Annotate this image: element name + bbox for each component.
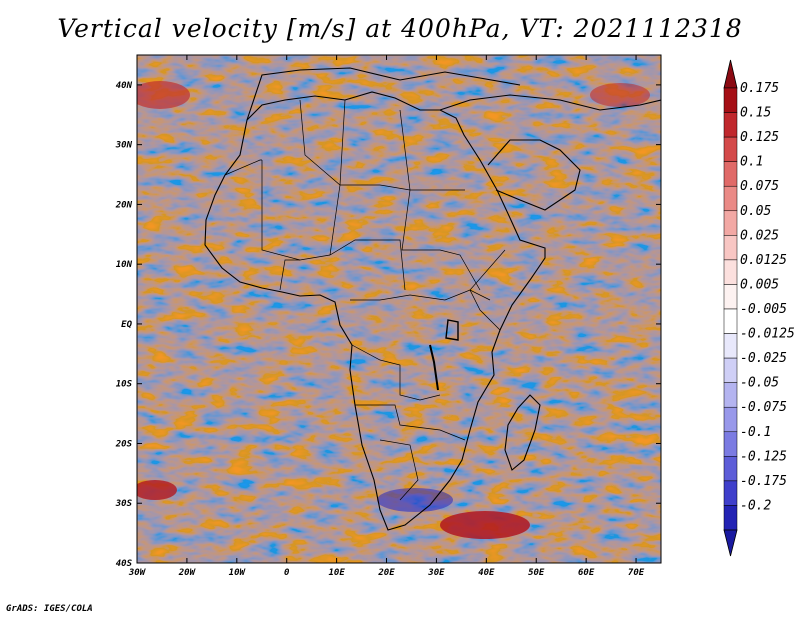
colorbar-swatch <box>723 185 738 212</box>
colorbar-label: 0.0125 <box>740 253 787 268</box>
colorbar-label: -0.025 <box>740 351 787 366</box>
colorbar-label: 0.15 <box>740 106 771 121</box>
colorbar-label: -0.2 <box>740 498 771 513</box>
y-tick-label: 10S <box>116 380 133 390</box>
y-tick-label: 30S <box>115 499 133 509</box>
x-tick-label: 0 <box>284 568 290 578</box>
colorbar-swatch <box>723 210 738 236</box>
colorbar-swatch <box>723 235 738 261</box>
x-tick-label: 40E <box>478 568 495 578</box>
colorbar-label: 0.05 <box>740 204 771 219</box>
x-tick-label: 20W <box>178 568 197 578</box>
x-tick-label: 10W <box>229 568 247 578</box>
y-tick-label: 20S <box>115 439 133 449</box>
y-tick-label: 10N <box>116 260 133 270</box>
y-axis: 40N 30N 20N 10N EQ 10S 20S 30S 40S <box>115 81 661 569</box>
colorbar-label: -0.05 <box>740 376 779 391</box>
colorbar-swatch <box>723 480 738 506</box>
colorbar-swatch <box>723 357 738 383</box>
y-tick-label: 40S <box>116 559 133 569</box>
colorbar-swatch <box>723 382 738 408</box>
velocity-field <box>137 55 661 563</box>
colorbar-swatch <box>723 406 738 433</box>
colorbar-swatch <box>723 431 738 457</box>
colorbar-label: -0.125 <box>740 449 787 464</box>
country-borders <box>224 99 506 501</box>
x-tick-label: 70E <box>628 568 645 578</box>
colorbar-swatch <box>723 112 738 138</box>
colorbar-swatch <box>723 456 738 482</box>
chart-title: Vertical velocity [m/s] at 400hPa, VT: 2… <box>57 14 743 43</box>
credit-label: GrADS: IGES/COLA <box>6 604 93 614</box>
y-tick-label: 40N <box>116 81 133 91</box>
colorbar-label: -0.1 <box>740 425 771 440</box>
colorbar-label: 0.175 <box>740 81 779 96</box>
colorbar-swatch <box>723 87 738 113</box>
x-tick-label: 30W <box>128 568 147 578</box>
x-tick-label: 20E <box>377 568 395 578</box>
y-tick-label: 30N <box>115 141 133 151</box>
x-tick-label: 10E <box>328 568 345 578</box>
colorbar-swatch <box>723 259 738 285</box>
map-frame <box>136 54 662 564</box>
coastlines <box>204 67 661 531</box>
colorbar-label: -0.175 <box>740 474 787 489</box>
y-tick-label: 20N <box>115 200 133 210</box>
colorbar-label: 0.025 <box>740 228 779 243</box>
colorbar-label: -0.0125 <box>740 327 795 342</box>
colorbar-label: 0.125 <box>740 130 779 145</box>
colorbar-swatch <box>723 333 738 359</box>
x-tick-label: 50E <box>528 568 545 578</box>
x-tick-label: 30E <box>427 568 445 578</box>
colorbar-label: -0.005 <box>740 302 787 317</box>
colorbar-swatch <box>723 161 738 187</box>
colorbar-label: 0.005 <box>740 277 779 292</box>
colorbar-label: 0.075 <box>740 179 779 194</box>
y-tick-label: EQ <box>121 320 132 330</box>
x-tick-label: 60E <box>578 568 595 578</box>
colorbar-swatch <box>723 505 738 531</box>
x-axis: 30W 20W 10W 0 10E 20E 30E 40E 50E 60E 70E <box>128 55 645 578</box>
colorbar: 0.175 0.15 0.125 0.1 0.075 0.05 0.025 0.0125 0.0… <box>723 59 795 557</box>
colorbar-swatch <box>723 284 738 310</box>
colorbar-top-arrow <box>723 59 738 89</box>
colorbar-swatch <box>723 136 738 162</box>
colorbar-bottom-arrow <box>723 529 738 557</box>
colorbar-label: -0.075 <box>740 400 787 415</box>
colorbar-label: 0.1 <box>740 155 763 170</box>
colorbar-swatch <box>723 308 738 334</box>
